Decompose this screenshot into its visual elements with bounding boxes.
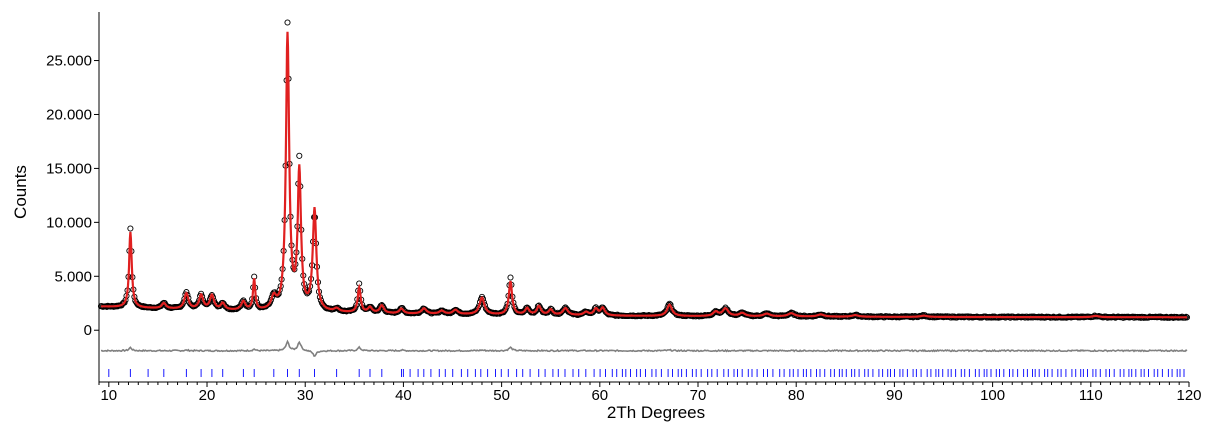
x-tick-label: 90 [886, 387, 903, 404]
x-tick-label: 30 [297, 387, 314, 404]
x-tick-label: 110 [1079, 387, 1103, 404]
y-tick-label: 25.000 [46, 53, 92, 70]
x-tick-label: 100 [980, 387, 1005, 404]
x-tick-label: 120 [1176, 387, 1201, 404]
observed-point [127, 225, 134, 232]
x-axis: 10 20 30 40 50 60 70 80 90 100 110 120 [98, 381, 1202, 404]
x-axis-label: 2Th Degrees [607, 403, 705, 422]
y-tick-label: 20.000 [46, 106, 92, 123]
calculated-series-line [100, 31, 1187, 319]
x-tick-label: 40 [395, 387, 412, 404]
y-tick-label: 10.000 [46, 214, 92, 231]
y-tick-label: 5.000 [54, 268, 92, 285]
observed-point [507, 274, 514, 281]
x-tick-label: 80 [788, 387, 805, 404]
observed-point [501, 307, 508, 314]
observed-point [296, 152, 303, 159]
x-tick-label: 60 [591, 387, 608, 404]
x-tick-label: 20 [199, 387, 216, 404]
observed-series [97, 19, 1191, 321]
difference-series-line [100, 339, 1188, 358]
reflection-markers [108, 369, 1185, 377]
y-tick-label: 0 [84, 322, 92, 339]
y-tick-label: 15.000 [46, 160, 92, 177]
plot-area [97, 19, 1191, 377]
observed-point [284, 19, 291, 26]
x-tick-label: 50 [493, 387, 510, 404]
observed-point [474, 306, 481, 313]
observed-point [595, 307, 602, 314]
x-tick-label: 10 [100, 387, 117, 404]
observed-point [661, 309, 668, 316]
y-axis: 0 5.000 10.000 15.000 20.000 25.000 [46, 12, 100, 382]
x-tick-label: 70 [690, 387, 707, 404]
y-axis-label: Counts [11, 165, 30, 219]
observed-point [558, 308, 565, 316]
observed-point [178, 302, 185, 309]
